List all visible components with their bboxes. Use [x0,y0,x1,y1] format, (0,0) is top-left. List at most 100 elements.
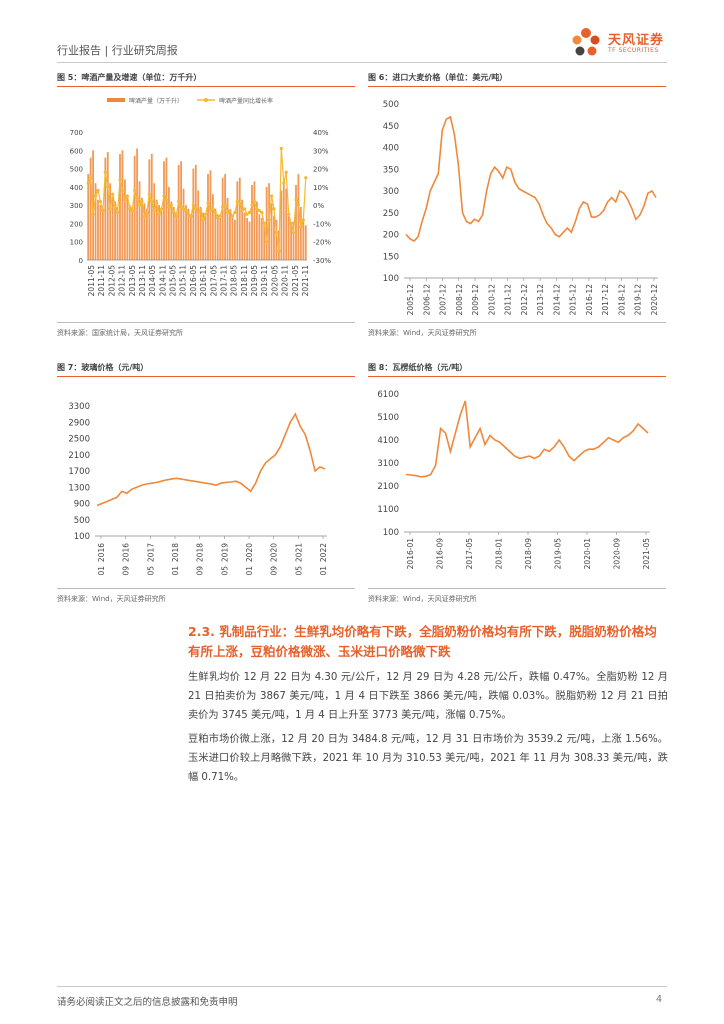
fig5-growth-point [157,212,161,216]
fig5-bar [172,207,175,260]
footer-disclaimer: 请务必阅读正文之后的信息披露和免责申明 [57,997,238,1008]
fig5-growth-point [191,203,195,207]
fig5-bar [207,174,209,260]
fig5-growth-point [172,210,176,215]
fig5-growth-point [282,181,286,185]
fig5-growth-point [262,221,266,225]
section-heading: 2.3. 乳制品行业：生鲜乳均价略有下跌，全脂奶粉价格均有所下跌，脱脂奶粉价格均… [188,624,657,659]
fig5-growth-point [267,218,271,222]
fig5-bar [99,205,102,260]
fig5-bar [175,212,178,260]
fig8-xtick-5: 2019-05 [554,538,563,570]
fig5-bar [197,190,200,260]
fig5-xtick-6: 2014-05 [148,265,157,297]
fig5-bar [258,214,261,260]
fig5-bar [163,161,165,260]
fig7-xtick-month-5: 05 [220,566,229,576]
fig6-xtick-2: 2007-12 [439,284,448,316]
fig5-growth-point [133,188,137,193]
fig5-growth-point [289,221,293,225]
fig7-xtick-month-6: 01 [245,566,254,576]
fig5-growth-point [216,216,220,220]
fig8-xtick-6: 2020-01 [583,538,592,570]
fig5-growth-point [152,209,156,213]
fig5-bar [101,208,104,260]
fig5-growth-point [130,209,134,213]
fig5-bar [299,207,302,260]
fig5-xtick-11: 2016-11 [199,265,208,297]
fig5-growth-point [98,199,102,204]
fig5-xtick-3: 2012-11 [118,265,127,297]
fig5-growth-point [91,212,95,216]
fig6-source: 资料来源：Wind，天风证券研究所 [368,329,477,337]
fig8-ytick-4: 4100 [377,436,399,446]
fig5-bar [219,217,222,260]
fig8-source: 资料来源：Wind，天风证券研究所 [368,595,477,603]
fig5-growth-point [206,201,210,205]
fig5-bar [243,212,246,260]
fig5-growth-point [196,210,200,215]
fig5-growth-point [162,194,166,198]
fig5-xtick-14: 2018-05 [230,265,239,297]
fig5-bar [165,157,168,260]
fig5-title: 图 5：啤酒产量及增速（单位：万千升） [57,73,202,82]
fig5-bar [282,181,285,260]
fig5-bottom-rule [57,322,355,323]
fig5-growth-point [233,210,237,215]
fig5-bar [273,216,275,260]
fig6-xtick-11: 2016-12 [585,284,594,316]
paragraph-dairy: 生鲜乳均价 12 月 22 日为 4.30 元/公斤，12 月 29 日为 4.… [188,672,668,721]
fig5-growth-point [147,192,151,196]
fig5-xtick-15: 2018-11 [240,265,249,297]
fig5-xtick-19: 2020-11 [281,265,290,297]
fig5-bar [290,223,293,260]
fig5-bar [199,207,202,260]
fig6-ytick-7: 450 [383,122,399,132]
fig7-ytick-5: 2100 [68,451,90,461]
fig5-xtick-2: 2012-05 [107,265,116,297]
fig5-growth-point [260,210,264,215]
fig5-bar [253,181,256,260]
fig5-bar [87,174,90,260]
fig5-bar [150,153,153,260]
fig5-xtick-0: 2011-05 [87,265,96,297]
fig5-growth-point [201,218,205,222]
fig8-title: 图 8：瓦楞纸价格（元/吨） [368,363,468,372]
fig5-xtick-21: 2021-11 [301,265,310,297]
fig7-xtick-month-0: 01 [97,566,106,576]
fig6-top-rule [368,86,666,87]
fig5-growth-point [255,207,259,211]
fig5-xtick-10: 2016-05 [189,265,198,297]
fig5-chart: 啤酒产量（万千升） 啤酒产量同比增长率 0 100 200 300 400 500 600 700… [70,97,332,297]
fig5-growth-point [189,214,193,218]
fig5-growth-point [279,146,283,151]
fig5-legend-bar-label: 啤酒产量（万千升） [129,97,183,105]
fig7-xtick-month-3: 01 [171,566,180,576]
fig5-growth-point [272,207,276,211]
fig6-xtick-3: 2008-12 [455,284,464,316]
fig5-ytick-right-1: 30% [313,147,329,155]
fig8-xtick-7: 2020-09 [613,538,622,570]
fig5-growth-point [274,231,278,235]
fig5-bar [158,205,161,260]
fig5-xtick-12: 2017-05 [209,265,218,297]
fig7-xtick-month-4: 09 [196,566,205,576]
fig5-growth-point [120,188,124,193]
footer-divider [57,986,667,987]
fig7-bottom-rule [57,588,355,589]
fig5-growth-point [250,203,254,207]
fig5-bar [297,174,300,260]
fig7-source: 资料来源：Wind，天风证券研究所 [57,595,166,603]
fig5-growth-point [240,209,244,213]
fig5-growth-point [221,205,225,209]
fig7-xtick-year-4: 2018 [196,543,205,562]
fig5-growth-point [230,214,234,218]
fig5-growth-point [304,176,308,180]
fig5-xtick-4: 2013-05 [128,265,137,297]
fig8-xtick-2: 2017-05 [465,538,474,570]
fig5-bar [109,183,112,260]
header-divider [57,62,667,63]
fig8-xtick-4: 2018-09 [524,538,533,570]
fig5-bar [211,194,214,260]
fig5-bar [233,219,236,260]
